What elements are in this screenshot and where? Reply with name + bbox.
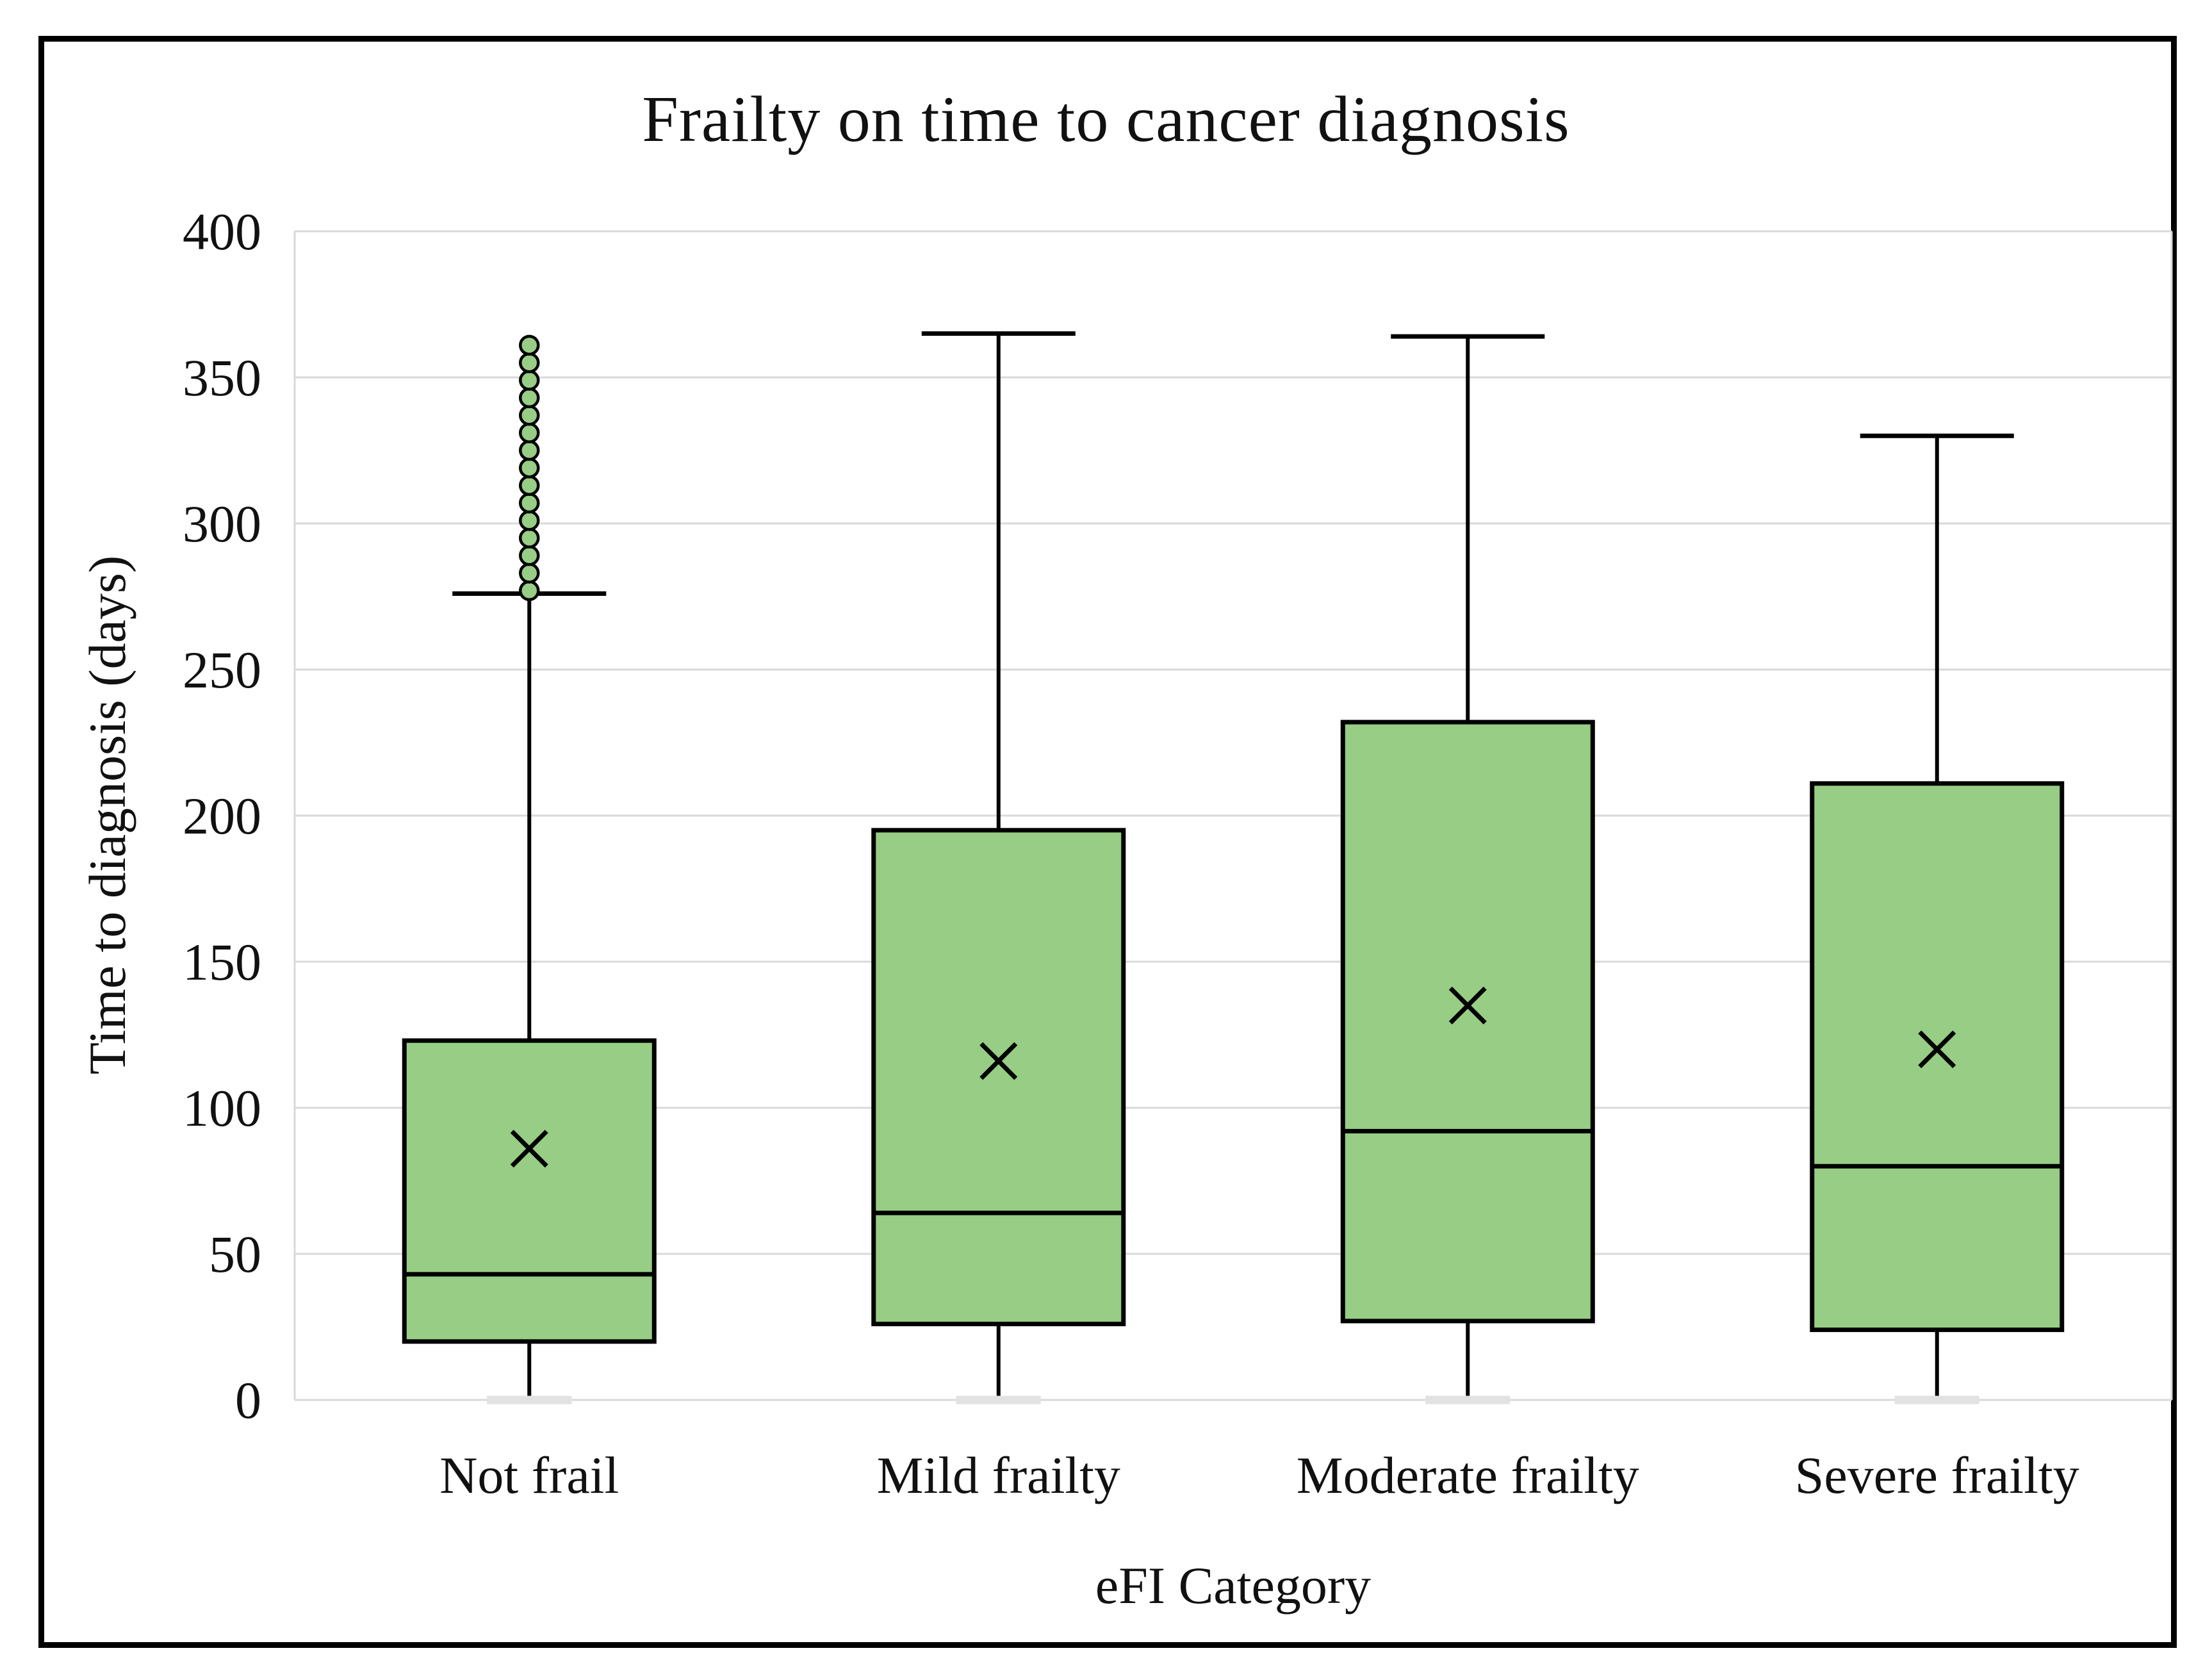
box bbox=[871, 828, 1126, 1326]
outlier-dot bbox=[519, 405, 540, 426]
mean-marker bbox=[510, 1130, 548, 1168]
outlier-dot bbox=[519, 510, 540, 531]
x-category-label: Not frail bbox=[439, 1446, 619, 1504]
x-category-label: Mild frailty bbox=[877, 1446, 1120, 1504]
outlier-dot bbox=[519, 475, 540, 496]
y-tick-label: 100 bbox=[183, 1079, 261, 1137]
mean-marker bbox=[979, 1042, 1018, 1080]
outlier-dot bbox=[519, 580, 540, 602]
outlier-dot bbox=[519, 545, 540, 566]
y-tick-label: 0 bbox=[235, 1371, 261, 1429]
outlier-dot bbox=[519, 440, 540, 461]
y-tick-label: 50 bbox=[209, 1225, 261, 1283]
outlier-dot bbox=[519, 370, 540, 391]
mean-marker bbox=[1448, 986, 1487, 1024]
outlier-dot bbox=[519, 334, 540, 356]
mean-marker bbox=[1918, 1030, 1956, 1069]
box bbox=[402, 1038, 657, 1344]
outlier-dot bbox=[519, 492, 540, 514]
outlier-dot bbox=[519, 422, 540, 443]
figure-border bbox=[38, 36, 2177, 1648]
y-tick-label: 200 bbox=[183, 787, 261, 845]
outlier-dot bbox=[519, 387, 540, 409]
outlier-dot bbox=[519, 352, 540, 374]
outlier-dot bbox=[519, 563, 540, 584]
y-tick-label: 400 bbox=[183, 202, 261, 261]
y-tick-label: 300 bbox=[183, 495, 261, 553]
outlier-dot bbox=[519, 527, 540, 549]
x-category-label: Severe frailty bbox=[1795, 1446, 2079, 1504]
chart-title: Frailty on time to cancer diagnosis bbox=[642, 83, 1570, 156]
outlier-dot bbox=[519, 457, 540, 479]
y-tick-label: 350 bbox=[183, 349, 261, 407]
x-axis-title: eFI Category bbox=[1095, 1556, 1372, 1615]
y-tick-label: 150 bbox=[183, 933, 261, 991]
x-category-label: Moderate frailty bbox=[1297, 1446, 1639, 1504]
y-tick-label: 250 bbox=[183, 641, 261, 699]
box bbox=[1810, 781, 2065, 1333]
box bbox=[1340, 720, 1595, 1324]
